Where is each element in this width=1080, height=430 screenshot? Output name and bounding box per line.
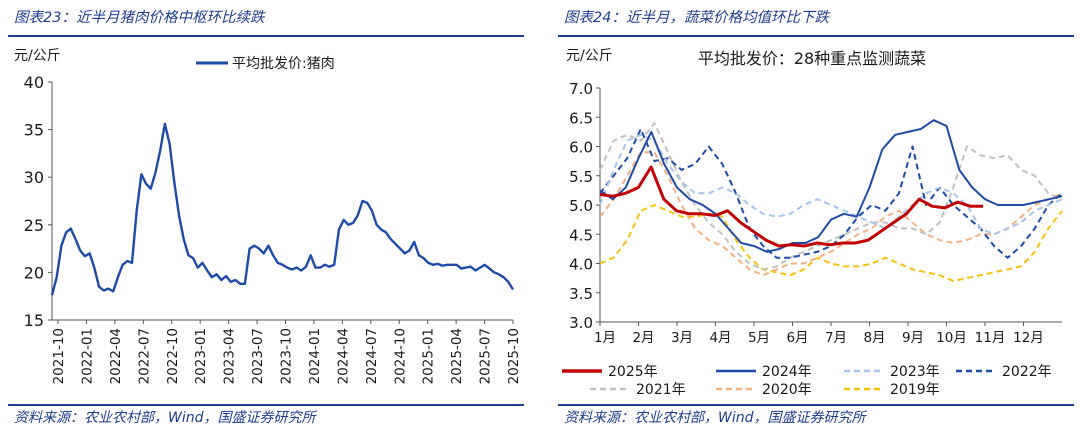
left-panel: 图表23：近半月猪肉价格中枢环比续跌 15 20 25 30 35 40 元/公斤 2021-… [0, 0, 530, 430]
y-tick-label: 35 [24, 121, 44, 140]
x-tick-label: 2024-04 [335, 328, 351, 384]
x-tick-label: 2025-07 [478, 328, 494, 384]
x-tick-label: 2022-10 [165, 328, 181, 384]
y-axis-label: 元/公斤 [566, 48, 613, 64]
x-tick-label: 2025-10 [506, 328, 522, 384]
x-tick-label: 2025-01 [421, 328, 437, 384]
x-tick-label: 2024-10 [392, 328, 408, 384]
legend-label-2022年: 2022年 [1002, 364, 1052, 380]
y-axis-label: 元/公斤 [14, 48, 61, 64]
x-tick-label: 12月 [1013, 330, 1044, 346]
series-line-2024年 [599, 119, 1063, 253]
x-tick-label: 3月 [671, 330, 693, 346]
y-tick-label: 3.5 [569, 285, 593, 303]
left-bottom-rule [8, 404, 524, 406]
series-line-2022年 [599, 128, 1063, 259]
left-figure-title: 图表23：近半月猪肉价格中枢环比续跌 [14, 10, 265, 26]
legend-label-2023年: 2023年 [890, 364, 940, 380]
legend-label-2024年: 2024年 [762, 364, 812, 380]
x-tick-label: 2022-01 [79, 328, 95, 384]
x-tick-label: 2022-07 [136, 328, 152, 384]
x-tick-label: 7月 [825, 330, 847, 346]
y-tick-label: 5.0 [569, 197, 593, 215]
legend-label-2020年: 2020年 [762, 382, 812, 398]
series-line-pork [50, 122, 515, 296]
series-line-2020年 [599, 151, 1063, 277]
y-tick-label: 6.0 [569, 139, 593, 157]
vegetable-price-chart: 3.0 3.5 4.0 4.5 5.0 5.5 6.0 6.5 7.0 元/公斤 平均批发价：28种… [562, 48, 1063, 398]
x-tick-label: 1月 [594, 330, 616, 346]
x-tick-label: 6月 [786, 330, 808, 346]
x-tick-label: 2024-07 [364, 328, 380, 384]
legend-label-2021年: 2021年 [636, 382, 686, 398]
right-bottom-rule [558, 404, 1074, 406]
y-tick-label: 3.0 [569, 314, 593, 332]
right-panel: 图表24：近半月，蔬菜价格均值环比下跌 3.0 3.5 4.0 4.5 5.0 5.5 6.… [550, 0, 1080, 430]
x-tick-label: 2023-01 [193, 328, 209, 384]
right-figure-title: 图表24：近半月，蔬菜价格均值环比下跌 [564, 10, 829, 26]
y-tick-label: 20 [24, 263, 44, 282]
x-tick-label: 2月 [632, 330, 654, 346]
left-top-rule [8, 35, 524, 37]
chart-title: 平均批发价：28种重点监测蔬菜 [698, 49, 926, 68]
y-tick-label: 25 [24, 216, 44, 235]
right-source-note: 资料来源：农业农村部，Wind，国盛证券研究所 [564, 410, 866, 426]
x-tick-label: 11月 [975, 330, 1006, 346]
right-top-rule [558, 35, 1074, 37]
y-tick-label: 5.5 [569, 168, 593, 186]
y-tick-label: 30 [24, 168, 44, 187]
pork-price-chart: 15 20 25 30 35 40 元/公斤 2021-10 2022-01 2022-04 202… [14, 48, 522, 384]
x-tick-label: 10月 [936, 330, 967, 346]
y-tick-label: 4.5 [569, 226, 593, 244]
x-tick-label: 2023-04 [222, 328, 238, 384]
x-tick-label: 2021-10 [51, 328, 67, 384]
x-tick-label: 2024-01 [307, 328, 323, 384]
x-tick-label: 2022-04 [108, 328, 124, 384]
y-tick-label: 6.5 [569, 109, 593, 127]
legend-label-2025年: 2025年 [608, 364, 658, 380]
y-tick-label: 4.0 [569, 256, 593, 274]
x-tick-label: 8月 [863, 330, 885, 346]
y-tick-label: 15 [24, 311, 44, 330]
series-line-2025年 [599, 165, 984, 248]
x-tick-label: 2023-10 [279, 328, 295, 384]
x-tick-label: 2023-07 [250, 328, 266, 384]
series-line-2021年 [599, 122, 1063, 271]
y-tick-label: 7.0 [569, 80, 593, 98]
x-tick-label: 9月 [902, 330, 924, 346]
x-tick-label: 5月 [748, 330, 770, 346]
y-tick-label: 40 [24, 73, 44, 92]
x-tick-label: 4月 [709, 330, 731, 346]
legend-label-2019年: 2019年 [890, 382, 940, 398]
left-source-note: 资料来源：农业农村部，Wind，国盛证券研究所 [14, 410, 316, 426]
series-line-2023年 [599, 133, 1063, 236]
x-tick-label: 2025-04 [449, 328, 465, 384]
legend-label-pork: 平均批发价:猪肉 [232, 56, 335, 72]
